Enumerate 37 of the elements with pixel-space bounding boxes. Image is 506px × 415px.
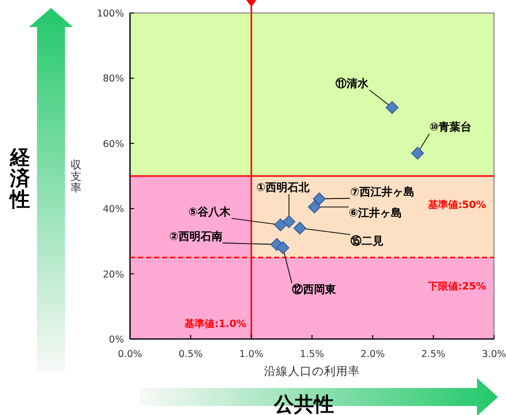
- x-tick-label: 1.0%: [239, 349, 264, 360]
- point: [282, 215, 296, 228]
- x-tick-label: 2.0%: [360, 349, 385, 360]
- y-tick-label: 0%: [108, 334, 124, 346]
- text: 公共性: [273, 392, 334, 415]
- annotation: ⑫西岡東: [292, 283, 337, 296]
- point: [293, 222, 306, 235]
- y-axis-title: 収支率: [70, 158, 82, 194]
- x-axis-title: 沿線人口の利用率: [264, 364, 360, 378]
- x-tick-label: 0.5%: [178, 349, 203, 360]
- x-tick-label: 3.0%: [482, 349, 506, 360]
- x-tick-label: 1.5%: [300, 349, 324, 360]
- ref-line-label: 基準値:50%: [427, 199, 486, 211]
- annotation: ⑤谷八木: [188, 205, 232, 218]
- annotation: ⑪清水: [336, 77, 370, 90]
- y-tick-label: 80%: [102, 74, 124, 85]
- annotation: ⑩青葉台: [429, 120, 472, 134]
- y-tick-label: 20%: [102, 269, 124, 280]
- x-tick-label: 2.5%: [421, 349, 446, 360]
- annotation: ①西明石北: [256, 181, 311, 194]
- x-tick-label: 0.0%: [118, 349, 142, 360]
- annotation: ⑮二見: [350, 234, 384, 248]
- point: [386, 101, 398, 114]
- y-tick-label: 60%: [102, 138, 124, 150]
- ref-line-label: 基準値:1.0%: [184, 318, 246, 330]
- point: [308, 200, 321, 214]
- y-tick-label: 100%: [96, 8, 124, 20]
- point: [276, 241, 290, 254]
- text: 経済性: [8, 145, 31, 211]
- ref-line-label: 下限値:25%: [427, 280, 486, 292]
- point: [411, 146, 424, 160]
- annotation: ⑦西江井ヶ島: [350, 185, 414, 198]
- point: [312, 192, 326, 206]
- point: [274, 218, 287, 232]
- annotation: ⑥江井ヶ島: [348, 206, 402, 220]
- y-tick-label: 40%: [102, 204, 124, 216]
- annotation: ②西明石南: [169, 230, 222, 243]
